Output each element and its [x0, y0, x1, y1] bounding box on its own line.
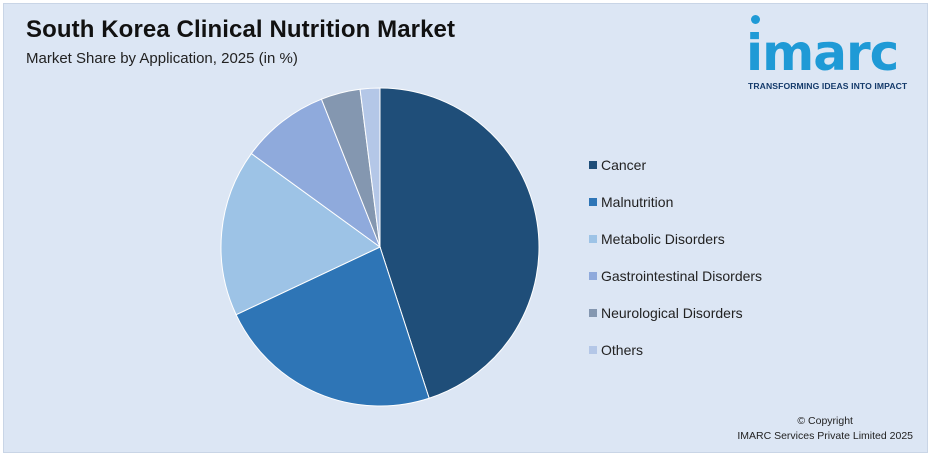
legend-swatch — [589, 345, 597, 354]
legend-swatch — [589, 271, 597, 280]
chart-subtitle: Market Share by Application, 2025 (in %) — [26, 50, 298, 67]
legend-label: Malnutrition — [601, 193, 674, 210]
pie-slice-metabolic-disorders — [220, 152, 381, 316]
copyright-line-1: © Copyright — [797, 415, 853, 427]
legend-swatch — [589, 308, 597, 317]
pie-slice-cancer — [379, 87, 540, 399]
legend-item-gastrointestinal-disorders: Gastrointestinal Disorders — [589, 257, 762, 294]
chart-legend: Cancer Malnutrition Metabolic Disorders Gas… — [589, 146, 762, 368]
legend-item-metabolic-disorders: Metabolic Disorders — [589, 220, 762, 257]
pie-slice-malnutrition — [235, 246, 430, 407]
chart-title: South Korea Clinical Nutrition Market — [26, 16, 456, 43]
logo-tagline: TRANSFORMING IDEAS INTO IMPACT — [748, 81, 908, 91]
legend-item-others: Others — [589, 331, 762, 368]
pie-slice-gastrointestinal-disorders — [250, 98, 382, 249]
logo-wordmark: imarc — [746, 24, 899, 82]
logo-dot-icon — [751, 15, 760, 24]
legend-label: Others — [601, 341, 644, 358]
imarc-logo: imarc TRANSFORMING IDEAS INTO IMPACT — [746, 14, 926, 94]
legend-swatch — [589, 234, 597, 243]
legend-swatch — [589, 160, 597, 169]
legend-label: Metabolic Disorders — [601, 230, 725, 247]
legend-item-neurological-disorders: Neurological Disorders — [589, 294, 762, 331]
legend-item-cancer: Cancer — [589, 146, 762, 183]
pie-chart — [220, 87, 540, 407]
legend-label: Cancer — [601, 156, 647, 173]
chart-card: South Korea Clinical Nutrition Market Ma… — [3, 3, 928, 453]
legend-label: Gastrointestinal Disorders — [601, 267, 763, 284]
legend-label: Neurological Disorders — [601, 304, 743, 321]
pie-slice-others — [359, 87, 381, 248]
legend-item-malnutrition: Malnutrition — [589, 183, 762, 220]
legend-swatch — [589, 197, 597, 206]
copyright-line-2: IMARC Services Private Limited 2025 — [737, 430, 913, 442]
copyright: © Copyright IMARC Services Private Limit… — [737, 414, 913, 444]
